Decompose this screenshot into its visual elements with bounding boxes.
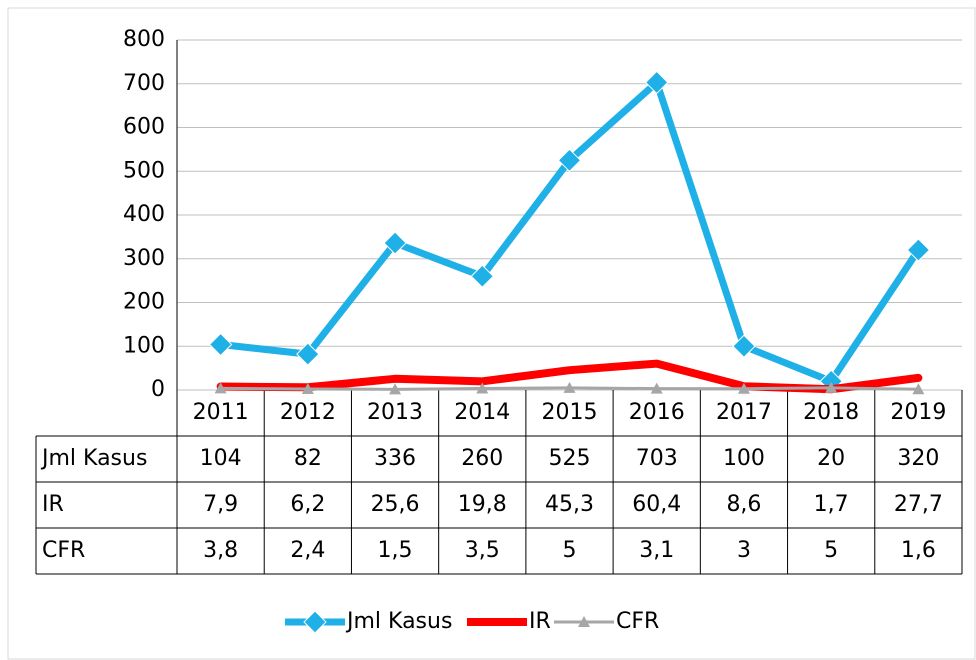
- chart-frame: [7, 7, 976, 660]
- series-marker: [208, 332, 233, 357]
- y-tick-label: 800: [123, 27, 165, 52]
- table-cell: 703: [636, 446, 678, 471]
- series-marker: [296, 342, 320, 366]
- table-cell: 3,5: [465, 538, 500, 563]
- series-marker: [650, 382, 663, 394]
- x-tick-label: 2012: [280, 400, 336, 425]
- x-tick-label: 2017: [716, 400, 772, 425]
- table-cell: 7,9: [203, 492, 238, 517]
- legend-marker: [303, 610, 327, 634]
- y-tick-label: 100: [123, 333, 165, 358]
- table-cell: 1,6: [901, 538, 936, 563]
- series-marker: [389, 383, 402, 395]
- x-tick-label: 2015: [542, 400, 598, 425]
- table-cell: 1,5: [378, 538, 413, 563]
- y-tick-label: 300: [123, 246, 165, 271]
- series-marker: [557, 148, 582, 173]
- legend-marker: [578, 616, 590, 627]
- table-cell: 260: [461, 446, 503, 471]
- table-cell: 27,7: [894, 492, 943, 517]
- table-cell: 3: [737, 538, 751, 563]
- legend-label: Jml Kasus: [345, 609, 452, 634]
- table-cell: 2,4: [290, 538, 325, 563]
- y-tick-label: 600: [123, 115, 165, 140]
- table-cell: 5: [563, 538, 577, 563]
- table-cell: 320: [897, 446, 939, 471]
- legend-label: IR: [529, 609, 551, 634]
- y-tick-label: 400: [123, 202, 165, 227]
- table-cell: 104: [200, 446, 242, 471]
- table-row-label: IR: [42, 492, 64, 517]
- table-cell: 3,8: [203, 538, 238, 563]
- x-tick-label: 2016: [629, 400, 685, 425]
- series-marker: [301, 382, 314, 394]
- table-cell: 25,6: [371, 492, 420, 517]
- series-marker: [563, 381, 576, 393]
- table-cell: 336: [374, 446, 416, 471]
- table-cell: 100: [723, 446, 765, 471]
- table-cell: 8,6: [726, 492, 761, 517]
- series-marker: [732, 334, 756, 358]
- series-marker: [737, 382, 750, 394]
- table-cell: 525: [549, 446, 591, 471]
- x-tick-label: 2018: [803, 400, 859, 425]
- table-cell: 20: [817, 446, 845, 471]
- legend-label: CFR: [616, 609, 659, 634]
- table-cell: 60,4: [632, 492, 681, 517]
- series-marker: [383, 231, 407, 255]
- table-cell: 1,7: [814, 492, 849, 517]
- series-marker: [825, 381, 838, 393]
- table-cell: 6,2: [290, 492, 325, 517]
- x-tick-label: 2019: [890, 400, 946, 425]
- table-cell: 5: [824, 538, 838, 563]
- series-marker: [906, 238, 931, 262]
- series-marker: [470, 264, 494, 288]
- x-tick-label: 2011: [193, 400, 249, 425]
- y-tick-label: 200: [123, 290, 165, 315]
- series-marker: [645, 70, 669, 95]
- y-tick-label: 0: [151, 377, 165, 402]
- table-row-label: CFR: [42, 538, 85, 563]
- table-row-label: Jml Kasus: [40, 446, 147, 471]
- series-marker: [214, 382, 227, 394]
- table-cell: 3,1: [639, 538, 674, 563]
- series-marker: [476, 382, 489, 394]
- series-marker: [912, 383, 925, 395]
- y-tick-label: 500: [123, 158, 165, 183]
- x-tick-label: 2013: [367, 400, 423, 425]
- table-cell: 45,3: [545, 492, 594, 517]
- table-cell: 82: [294, 446, 322, 471]
- x-tick-label: 2014: [454, 400, 510, 425]
- table-cell: 19,8: [458, 492, 507, 517]
- y-tick-label: 700: [123, 71, 165, 96]
